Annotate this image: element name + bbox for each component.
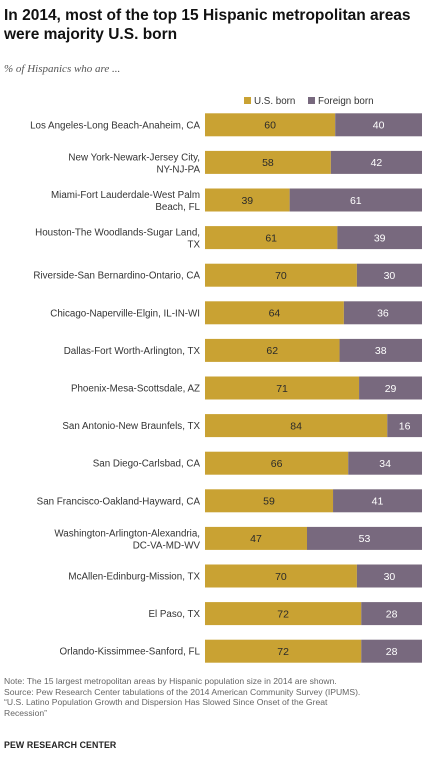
foreign-born-value-label: 42 (371, 157, 383, 169)
category-label-line: TX (187, 240, 200, 251)
us-born-bar (205, 150, 331, 174)
us-born-bar (205, 188, 290, 212)
brand-logo-text: PEW RESEARCH CENTER (4, 740, 117, 750)
foreign-born-bar (361, 639, 422, 663)
category-label: Riverside-San Bernardino-Ontario, CA (33, 271, 200, 282)
us-born-value-label: 66 (271, 458, 283, 470)
category-label: New York-Newark-Jersey City, NY-NJ-PA (68, 152, 200, 175)
foreign-born-value-label: 40 (373, 120, 385, 132)
foreign-born-value-label: 41 (372, 496, 384, 508)
legend-label: Foreign born (318, 96, 374, 107)
category-label: Chicago-Naperville-Elgin, IL-IN-WI (50, 308, 200, 319)
category-label-line: Miami-Fort Lauderdale-West Palm (51, 190, 200, 201)
us-born-value-label: 47 (250, 533, 262, 545)
us-born-bar (205, 301, 344, 325)
us-born-bar (205, 226, 338, 250)
chart-title: In 2014, most of the top 15 Hispanic met… (4, 7, 411, 43)
category-label-line: Houston-The Woodlands-Sugar Land, (35, 228, 200, 239)
legend-swatch (308, 97, 315, 104)
us-born-value-label: 62 (266, 345, 278, 357)
foreign-born-value-label: 39 (374, 232, 386, 244)
us-born-value-label: 70 (275, 571, 287, 583)
us-born-value-label: 72 (277, 646, 289, 658)
us-born-value-label: 60 (264, 120, 276, 132)
foreign-born-bar (356, 263, 422, 287)
foreign-born-bar (333, 489, 422, 513)
chart-notes: Note: The 15 largest metropolitan areas … (4, 676, 428, 718)
foreign-born-bar (330, 150, 422, 174)
foreign-born-bar (343, 301, 422, 325)
category-label: San Francisco-Oakland-Hayward, CA (37, 496, 201, 507)
foreign-born-value-label: 34 (379, 458, 391, 470)
foreign-born-bar (289, 188, 422, 212)
category-label: Orlando-Kissimmee-Sanford, FL (60, 647, 201, 658)
foreign-born-bar (337, 226, 422, 250)
foreign-born-value-label: 61 (350, 195, 362, 207)
chart-subtitle: % of Hispanics who are ... (4, 63, 121, 75)
foreign-born-value-label: 36 (377, 308, 389, 320)
foreign-born-bar (306, 526, 422, 550)
category-label: Dallas-Fort Worth-Arlington, TX (64, 346, 201, 357)
foreign-born-bar (335, 113, 422, 137)
us-born-value-label: 70 (275, 270, 287, 282)
category-label: San Antonio-New Braunfels, TX (62, 421, 200, 432)
category-label: Washington-Arlington-Alexandria, DC-VA-MD… (54, 528, 200, 551)
us-born-value-label: 71 (276, 383, 288, 395)
foreign-born-bar (359, 376, 422, 400)
foreign-born-value-label: 53 (359, 533, 371, 545)
us-born-value-label: 64 (269, 308, 281, 320)
us-born-bar (205, 338, 340, 362)
foreign-born-value-label: 30 (384, 571, 396, 583)
source-line: Source: Pew Research Center tabulations … (4, 686, 361, 697)
category-label-line: DC-VA-MD-WV (133, 540, 201, 551)
foreign-born-bar (387, 414, 422, 438)
category-label: Phoenix-Mesa-Scottsdale, AZ (71, 384, 200, 395)
legend-swatch (244, 97, 251, 104)
us-born-value-label: 61 (265, 232, 277, 244)
us-born-value-label: 39 (241, 195, 253, 207)
foreign-born-bar (339, 338, 422, 362)
us-born-value-label: 59 (263, 496, 275, 508)
us-born-bar (205, 489, 334, 513)
note-line: Note: The 15 largest metropolitan areas … (4, 676, 337, 686)
category-label-line: New York-Newark-Jersey City, (68, 152, 200, 163)
category-label: McAllen-Edinburg-Mission, TX (68, 572, 200, 583)
us-born-bar (205, 526, 307, 550)
us-born-value-label: 84 (290, 420, 302, 432)
foreign-born-value-label: 38 (375, 345, 387, 357)
category-label-line: NY-NJ-PA (156, 164, 200, 175)
source-line: Recession” (4, 707, 47, 718)
us-born-bar (205, 113, 336, 137)
foreign-born-value-label: 28 (386, 646, 398, 658)
foreign-born-value-label: 28 (386, 608, 398, 620)
us-born-bar (205, 263, 357, 287)
us-born-bar (205, 602, 362, 626)
category-label: Los Angeles-Long Beach-Anaheim, CA (30, 120, 200, 131)
stacked-bar-chart: U.S. born Foreign born Los Angeles-Long Be… (30, 96, 422, 663)
category-label: El Paso, TX (148, 609, 200, 620)
foreign-born-bar (361, 602, 422, 626)
us-born-bar (205, 414, 388, 438)
legend-label: U.S. born (254, 96, 295, 107)
us-born-bar (205, 639, 362, 663)
category-label-line: Beach, FL (155, 202, 200, 213)
us-born-bar (205, 564, 357, 588)
foreign-born-value-label: 29 (385, 383, 397, 395)
category-label: Houston-The Woodlands-Sugar Land, TX (35, 228, 200, 251)
us-born-value-label: 72 (277, 608, 289, 620)
category-label-line: Washington-Arlington-Alexandria, (54, 528, 200, 539)
foreign-born-bar (348, 451, 422, 475)
category-label: San Diego-Carlsbad, CA (93, 459, 201, 470)
source-line: “U.S. Latino Population Growth and Dispe… (4, 697, 328, 708)
us-born-bar (205, 376, 360, 400)
us-born-value-label: 58 (262, 157, 274, 169)
foreign-born-value-label: 30 (384, 270, 396, 282)
category-label: Miami-Fort Lauderdale-West Palm Beach, FL (51, 190, 201, 213)
foreign-born-value-label: 16 (399, 420, 411, 432)
us-born-bar (205, 451, 349, 475)
foreign-born-bar (356, 564, 422, 588)
